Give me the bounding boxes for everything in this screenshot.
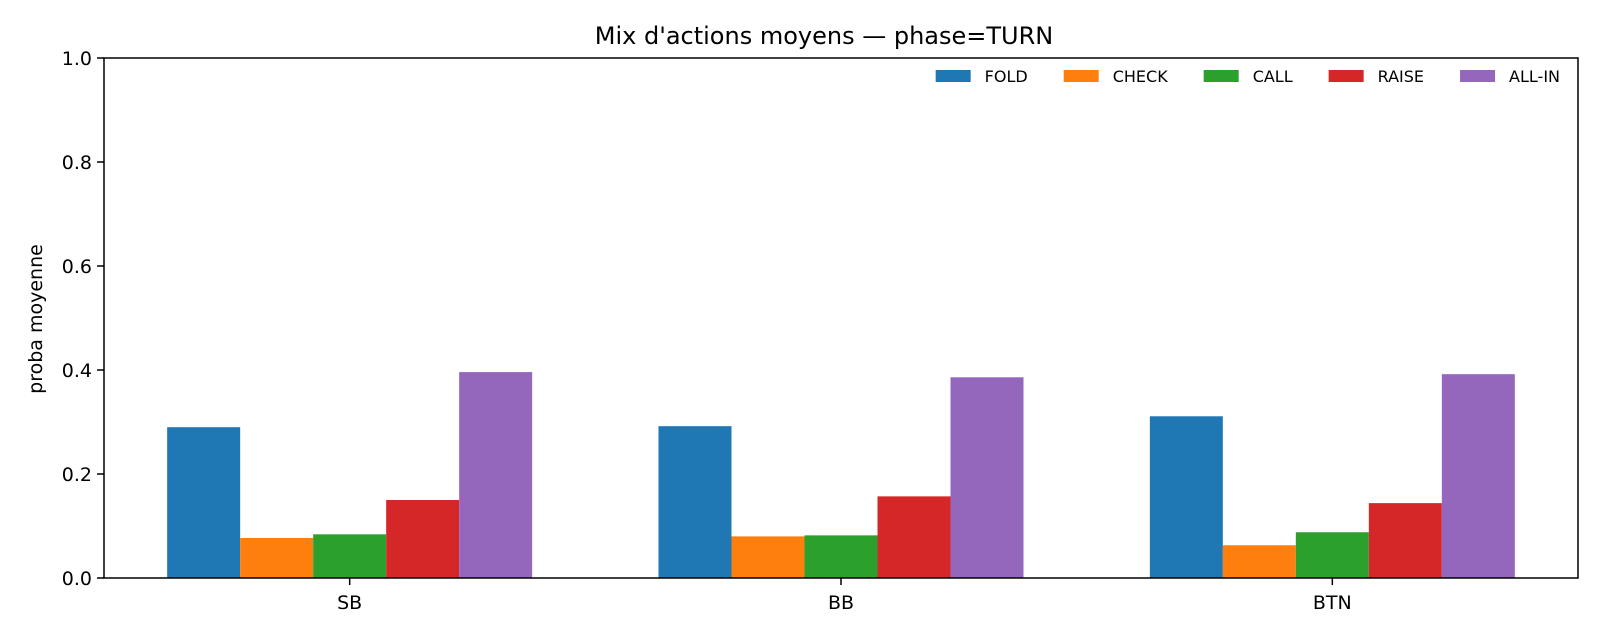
- legend-swatch-call: [1203, 70, 1239, 82]
- x-tick-label: SB: [337, 592, 362, 614]
- bar-raise-sb: [386, 500, 460, 578]
- bars-group: [167, 372, 1515, 578]
- bar-all-in-btn: [1441, 374, 1515, 578]
- bar-call-sb: [313, 534, 387, 578]
- x-axis: SB BB BTN: [337, 578, 1352, 614]
- legend-swatch-all-in: [1460, 70, 1496, 82]
- bar-raise-btn: [1368, 503, 1442, 578]
- bar-raise-bb: [877, 496, 951, 578]
- bar-fold-btn: [1149, 416, 1223, 578]
- legend-swatch-check: [1063, 70, 1099, 82]
- bar-fold-sb: [167, 427, 241, 578]
- legend-label: CHECK: [1113, 67, 1168, 86]
- legend-swatch-raise: [1328, 70, 1364, 82]
- y-tick-label: 0.6: [62, 256, 92, 278]
- bar-check-bb: [731, 536, 805, 578]
- y-axis: 0.0 0.2 0.4 0.6 0.8 1.0: [62, 48, 104, 590]
- x-tick-label: BB: [828, 592, 854, 614]
- bar-all-in-bb: [950, 377, 1024, 578]
- legend-swatch-fold: [935, 70, 971, 82]
- x-tick-label: BTN: [1313, 592, 1352, 614]
- bar-all-in-sb: [459, 372, 533, 578]
- bar-call-btn: [1295, 532, 1369, 578]
- y-tick-label: 1.0: [62, 48, 92, 70]
- bar-check-btn: [1222, 545, 1296, 578]
- y-tick-label: 0.0: [62, 568, 92, 590]
- y-tick-label: 0.4: [62, 360, 92, 382]
- bar-check-sb: [240, 537, 314, 578]
- plot-frame: [103, 57, 1579, 579]
- legend-label: ALL-IN: [1509, 67, 1560, 86]
- legend: ALL-IN RAISE CALL CHECK FOLD: [935, 67, 1560, 86]
- bar-fold-bb: [658, 426, 732, 578]
- legend-label: RAISE: [1378, 67, 1424, 86]
- legend-label: FOLD: [985, 67, 1028, 86]
- y-tick-label: 0.8: [62, 152, 92, 174]
- y-tick-label: 0.2: [62, 464, 92, 486]
- bar-call-bb: [804, 535, 878, 578]
- y-axis-label: proba moyenne: [25, 244, 47, 394]
- legend-label: CALL: [1253, 67, 1293, 86]
- chart-title: Mix d'actions moyens — phase=TURN: [595, 22, 1053, 50]
